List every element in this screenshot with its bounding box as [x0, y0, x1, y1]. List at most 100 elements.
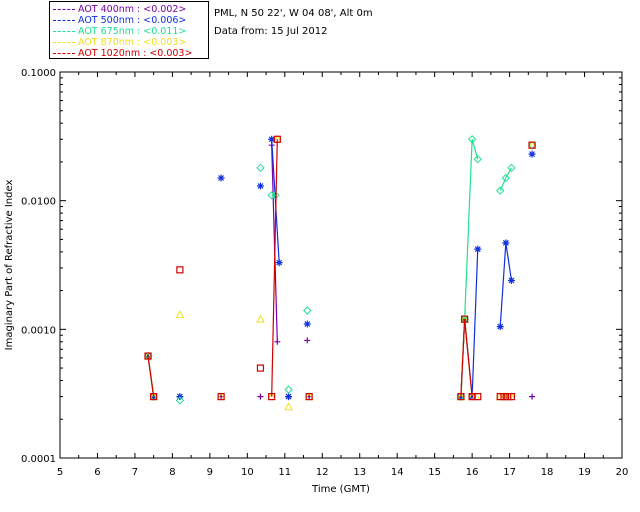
data-point	[275, 259, 283, 267]
chart-axes: 5 6 7 8 9 10 11 12 13 14 15 16 17 18 19 20 0.0001 0.0010 0…	[21, 68, 628, 478]
legend-line-675nm	[53, 31, 75, 32]
data-point	[500, 393, 508, 401]
data-point	[256, 364, 265, 372]
series-line-segment	[471, 249, 479, 397]
data-point	[467, 135, 477, 144]
y-axis-label: Imaginary Part of Refractive Index	[4, 180, 15, 351]
data-point	[285, 393, 293, 401]
series-line-segment	[505, 242, 513, 281]
date-info: Data from: 15 Jul 2012	[214, 26, 328, 37]
legend: AOT 400nm : <0.002> AOT 500nm : <0.006> …	[49, 1, 209, 59]
legend-line-1020nm	[53, 53, 75, 54]
legend-label-500nm: AOT 500nm : <0.006>	[78, 15, 187, 26]
data-point	[474, 393, 482, 401]
data-point	[175, 310, 185, 319]
x-tick-label: 18	[541, 467, 554, 478]
x-axis-label: Time (GMT)	[311, 484, 370, 495]
x-tick-label: 20	[616, 467, 629, 478]
x-tick-label: 12	[316, 467, 329, 478]
legend-entry: AOT 400nm : <0.002>	[53, 4, 186, 15]
data-point	[461, 315, 469, 323]
legend-label-400nm: AOT 400nm : <0.002>	[78, 4, 187, 15]
series-line-segment	[464, 319, 473, 397]
chart-marks	[143, 134, 537, 411]
legend-entry: AOT 1020nm : <0.003>	[53, 48, 192, 59]
data-point	[507, 393, 516, 401]
legend-line-400nm	[53, 9, 75, 10]
y-tick-label: 0.1000	[21, 68, 56, 79]
x-tick-label: 15	[428, 467, 441, 478]
x-tick-label: 7	[132, 467, 138, 478]
data-point	[528, 150, 536, 158]
y-tick-label: 0.0010	[21, 325, 56, 336]
data-point	[496, 393, 504, 401]
data-point	[473, 155, 482, 164]
legend-label-870nm: AOT 870nm : <0.003>	[78, 37, 187, 48]
data-point	[496, 323, 504, 331]
data-point	[303, 320, 311, 328]
x-tick-label: 6	[94, 467, 100, 478]
x-tick-label: 14	[391, 467, 404, 478]
series-line-segment	[271, 139, 278, 397]
x-tick-label: 10	[241, 467, 254, 478]
legend-label-675nm: AOT 675nm : <0.011>	[78, 26, 187, 37]
data-point	[256, 314, 265, 323]
data-point	[507, 276, 515, 284]
legend-entry: AOT 870nm : <0.003>	[53, 37, 186, 48]
data-point	[502, 239, 510, 247]
series-line-segment	[499, 177, 507, 191]
legend-entry: AOT 675nm : <0.011>	[53, 26, 186, 37]
x-tick-label: 16	[466, 467, 479, 478]
data-point	[217, 174, 225, 182]
data-point	[268, 135, 276, 143]
legend-entry: AOT 500nm : <0.006>	[53, 15, 186, 26]
data-point	[507, 163, 516, 173]
x-tick-label: 13	[353, 467, 366, 478]
legend-line-500nm	[53, 20, 75, 21]
series-4	[144, 135, 536, 401]
y-tick-label: 0.0100	[21, 197, 56, 208]
data-point	[284, 402, 293, 411]
data-point	[305, 393, 313, 401]
data-point	[267, 191, 276, 200]
series-line-segment	[499, 242, 507, 327]
plot-frame	[59, 71, 623, 459]
data-point	[256, 163, 265, 173]
series-1	[144, 135, 536, 401]
data-point	[176, 266, 184, 274]
site-info: PML, N 50 22', W 04 08', Alt 0m	[214, 8, 373, 19]
data-point	[501, 173, 511, 183]
series-line-segment	[471, 139, 479, 160]
data-point	[496, 186, 505, 195]
legend-line-870nm	[53, 42, 75, 43]
data-point	[150, 393, 158, 401]
data-point	[528, 141, 536, 149]
x-tick-label: 9	[207, 467, 213, 478]
series-line-segment	[460, 319, 466, 397]
data-point	[273, 135, 281, 143]
data-point	[474, 245, 482, 253]
x-tick-label: 17	[503, 467, 516, 478]
data-point	[284, 385, 293, 394]
data-point	[304, 337, 311, 344]
data-point	[217, 393, 225, 401]
data-point	[457, 393, 465, 401]
data-point	[529, 393, 536, 400]
x-tick-label: 19	[578, 467, 591, 478]
data-point	[504, 393, 512, 401]
data-point	[257, 393, 264, 400]
series-line-segment	[505, 167, 512, 179]
data-point	[268, 393, 276, 401]
data-point	[144, 352, 152, 360]
x-tick-label: 8	[169, 467, 175, 478]
data-point	[274, 338, 281, 345]
y-tick-label: 0.0001	[21, 454, 56, 465]
data-point	[256, 182, 264, 190]
series-line-segment	[147, 355, 155, 397]
legend-label-1020nm: AOT 1020nm : <0.003>	[78, 48, 193, 59]
x-tick-label: 5	[57, 467, 63, 478]
x-tick-label: 11	[278, 467, 291, 478]
data-point	[175, 396, 185, 405]
series-line-segment	[464, 139, 473, 320]
